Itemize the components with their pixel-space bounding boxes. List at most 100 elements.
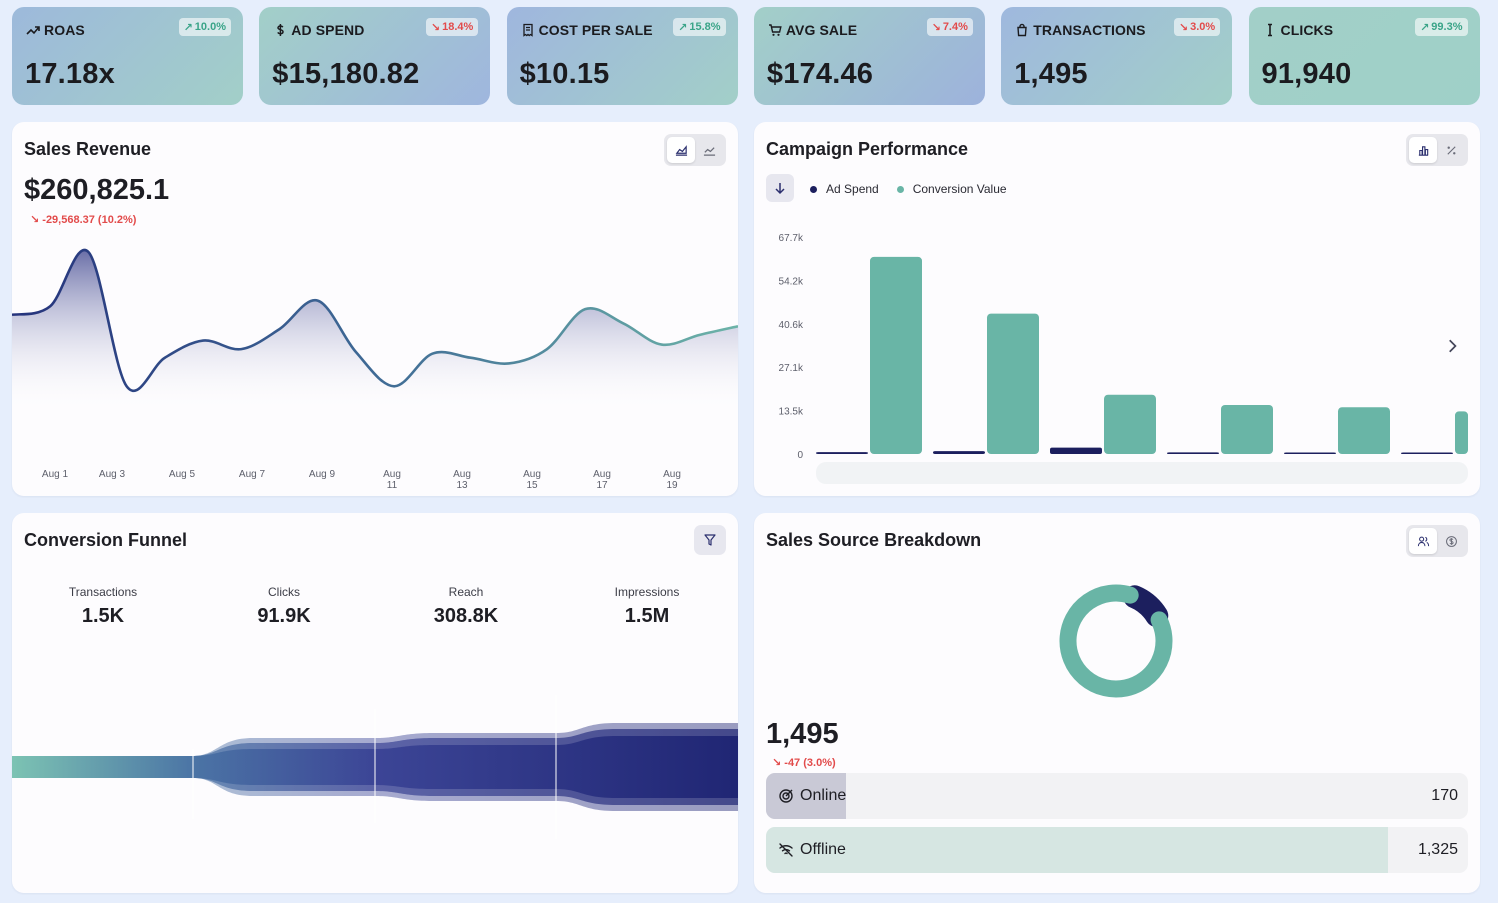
- x-tick-label: Aug 19: [663, 469, 681, 491]
- source-row-offline[interactable]: Offline 1,325: [766, 827, 1468, 873]
- kpi-label: COST PER SALE: [538, 22, 653, 38]
- bar-chart-icon[interactable]: [1409, 137, 1437, 163]
- campaign-performance-card: Campaign Performance Ad Spend Conversion…: [754, 122, 1480, 496]
- wifi-off-icon: [778, 842, 794, 858]
- kpi-value: $10.15: [519, 58, 610, 90]
- sales-revenue-card: Sales Revenue $260,825.1 ↘ -29,568.37 (1…: [12, 122, 738, 496]
- x-tick-label: Aug 9: [308, 469, 336, 480]
- offline-label: Offline: [800, 841, 846, 858]
- kpi-change-badge: ↘ 7.4%: [926, 18, 973, 36]
- kpi-change-value: 10.0%: [194, 21, 226, 33]
- x-axis-labels-placeholder: [816, 462, 1468, 484]
- kpi-change-value: 3.0%: [1190, 21, 1216, 33]
- y-tick-label: 67.7k: [779, 233, 804, 244]
- x-tick-label: Aug 1: [41, 469, 69, 480]
- bar-ad-spend[interactable]: [816, 452, 868, 454]
- bar-conversion-value[interactable]: [1338, 407, 1390, 454]
- bar-conversion-value[interactable]: [1221, 404, 1273, 454]
- kpi-change-badge: ↘ 18.4%: [425, 18, 479, 36]
- bar-ad-spend[interactable]: [1167, 452, 1219, 454]
- bar-ad-spend[interactable]: [1401, 452, 1453, 455]
- bar-conversion-value[interactable]: [870, 256, 922, 454]
- users-icon[interactable]: [1409, 528, 1437, 554]
- bar-ad-spend[interactable]: [1050, 447, 1102, 454]
- legend-ad-spend[interactable]: Ad Spend: [826, 182, 879, 196]
- trend-down-icon: ↘: [1178, 21, 1189, 34]
- x-tick-label: Aug 5: [168, 469, 196, 480]
- campaign-bar-chart: 0 13.5k 27.1k 40.6k 54.2k 67.7k: [779, 233, 1468, 484]
- y-tick-label: 0: [797, 450, 803, 461]
- revenue-area-fill: [12, 249, 738, 412]
- chevron-right-icon[interactable]: [1444, 338, 1462, 356]
- kpi-label: AVG SALE: [785, 22, 858, 38]
- funnel-stat-reach: Reach 308.8K: [401, 585, 531, 628]
- online-label: Online: [800, 787, 847, 804]
- kpi-card-ad-spend: AD SPEND ↘ 18.4% $15,180.82: [259, 7, 491, 105]
- percent-icon[interactable]: [1437, 137, 1465, 163]
- funnel-stat-value: 91.9K: [257, 605, 311, 627]
- coin-icon[interactable]: [1437, 528, 1465, 554]
- filter-button[interactable]: [694, 525, 726, 555]
- bar-conversion-value[interactable]: [1104, 394, 1156, 454]
- funnel-stat-label: Impressions: [614, 585, 680, 599]
- kpi-change-badge: ↘ 3.0%: [1173, 18, 1221, 36]
- target-icon: [778, 788, 794, 804]
- filter-icon: [704, 534, 716, 546]
- bar-ad-spend[interactable]: [1284, 452, 1336, 455]
- trend-down-icon: ↘: [430, 21, 441, 34]
- legend-conversion-value[interactable]: Conversion Value: [912, 182, 1007, 196]
- revenue-line: [12, 248, 738, 392]
- cursor-icon: [1262, 22, 1278, 38]
- campaign-legend: Ad Spend Conversion Value: [810, 182, 1007, 196]
- kpi-change-value: 18.4%: [442, 21, 474, 33]
- legend-dot-conversion: [896, 185, 904, 193]
- trend-up-icon: ↗: [1420, 21, 1430, 34]
- offline-share-bar: [766, 827, 1388, 873]
- area-chart-icon[interactable]: [667, 137, 695, 163]
- kpi-value: 17.18x: [25, 58, 115, 90]
- bar-conversion-value[interactable]: [987, 313, 1039, 454]
- kpi-change-badge: ↗ 10.0%: [178, 18, 231, 36]
- x-tick-label: Aug 13: [453, 469, 471, 491]
- kpi-change-badge: ↗ 99.3%: [1415, 18, 1468, 36]
- bar-ad-spend[interactable]: [933, 451, 985, 454]
- kpi-value: 1,495: [1014, 58, 1088, 90]
- kpi-label: ROAS: [44, 22, 85, 38]
- cart-icon: [767, 22, 783, 38]
- offline-value: 1,325: [1417, 841, 1458, 858]
- campaign-chart-toggle[interactable]: [1406, 134, 1468, 166]
- x-tick-label: Aug 3: [98, 469, 126, 480]
- trend-up-icon: [25, 22, 41, 38]
- funnel-stat-impressions: Impressions 1.5M: [582, 585, 712, 628]
- sales-source-title: Sales Source Breakdown: [766, 530, 982, 550]
- trend-down-icon: ↘: [931, 21, 941, 34]
- bar-conversion-value[interactable]: [1455, 411, 1468, 454]
- revenue-area-chart: [12, 248, 738, 412]
- revenue-chart-toggle[interactable]: [664, 134, 726, 166]
- dollar-icon: [272, 22, 288, 38]
- campaign-title: Campaign Performance: [766, 139, 969, 159]
- donut-slice-offline[interactable]: [1059, 584, 1173, 698]
- source-change: ↘ -47 (3.0%): [772, 757, 836, 769]
- online-value: 170: [1431, 787, 1458, 804]
- source-total: 1,495: [766, 718, 839, 750]
- source-row-online[interactable]: Online 170: [766, 773, 1468, 819]
- kpi-value: $174.46: [766, 58, 874, 90]
- kpi-change-badge: ↗ 15.8%: [673, 18, 726, 36]
- funnel-stat-label: Clicks: [268, 585, 300, 599]
- y-tick-label: 27.1k: [779, 363, 804, 374]
- line-chart-icon[interactable]: [695, 137, 723, 163]
- source-toggle[interactable]: [1406, 525, 1468, 557]
- donut-slice-online[interactable]: [1123, 585, 1169, 628]
- funnel-title: Conversion Funnel: [24, 530, 188, 550]
- kpi-change-value: 99.3%: [1431, 21, 1463, 33]
- sort-desc-button[interactable]: [766, 174, 794, 202]
- funnel-stat-label: Transactions: [68, 585, 138, 599]
- x-tick-label: Aug 17: [593, 469, 611, 491]
- revenue-change: ↘ -29,568.37 (10.2%): [30, 214, 137, 226]
- x-tick-label: Aug 15: [523, 469, 541, 491]
- arrow-down-icon: [775, 183, 785, 195]
- source-change-value: -47 (3.0%): [784, 757, 836, 769]
- trend-up-icon: ↗: [183, 21, 193, 34]
- funnel-stat-value: 1.5M: [624, 605, 670, 627]
